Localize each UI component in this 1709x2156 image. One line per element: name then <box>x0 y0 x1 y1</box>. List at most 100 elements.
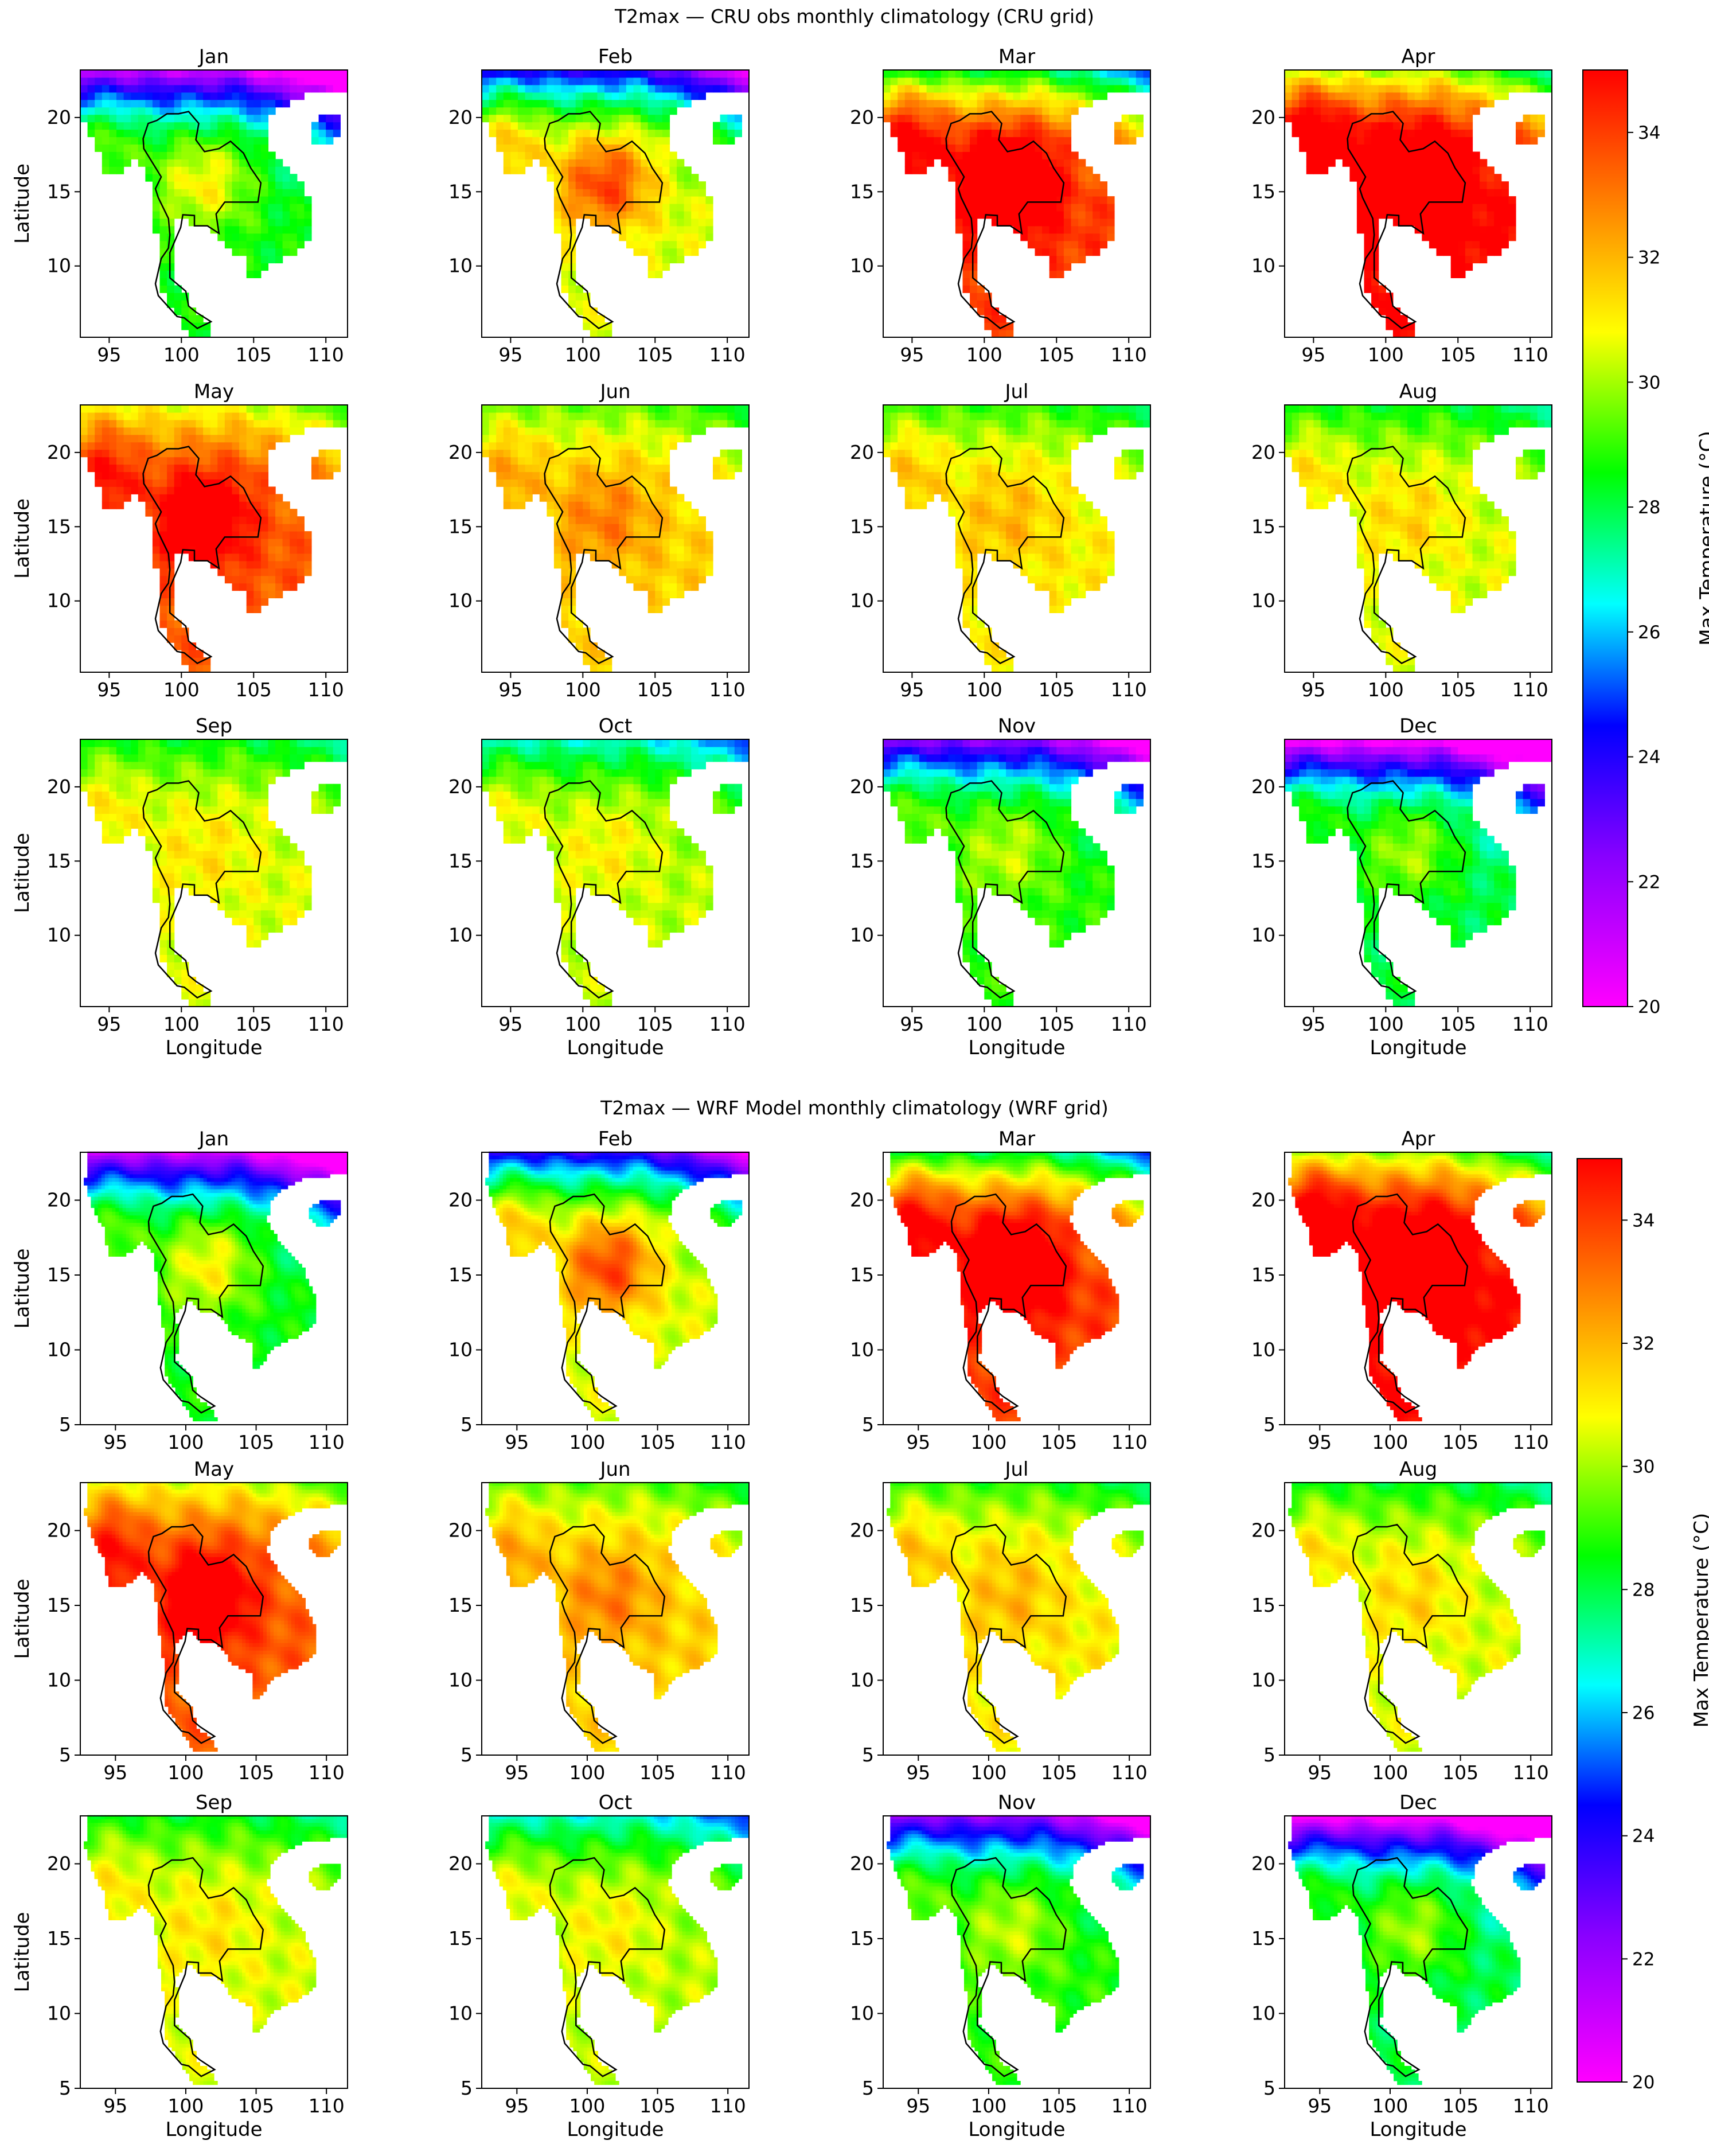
heat-cell <box>583 516 590 524</box>
heat-cell <box>670 494 677 502</box>
heat-cell <box>634 539 641 547</box>
heat-cell <box>612 465 619 473</box>
heat-cell <box>174 531 182 539</box>
heat-cell <box>662 412 670 420</box>
heat-cell <box>326 70 333 78</box>
heat-cell <box>576 189 583 197</box>
heat-cell <box>699 561 706 569</box>
heat-cell <box>167 539 174 547</box>
heat-cell <box>1501 77 1509 85</box>
heat-cell <box>955 553 963 562</box>
heat-cell <box>95 472 102 480</box>
heat-cell <box>1480 92 1487 100</box>
heat-cell <box>326 420 333 428</box>
heat-cell <box>955 457 963 465</box>
heat-cell <box>489 92 497 100</box>
heat-cell <box>1122 465 1129 473</box>
heat-cell <box>677 174 684 182</box>
heat-cell <box>253 427 261 435</box>
x-tick-label: 110 <box>308 679 344 701</box>
heat-cell <box>1328 159 1336 167</box>
heat-cell <box>1086 166 1093 174</box>
heat-cell <box>1013 450 1021 458</box>
heat-cell <box>883 115 891 123</box>
heat-cell <box>319 457 326 465</box>
heat-cell <box>598 546 605 554</box>
heat-cell <box>247 509 254 517</box>
heat-cell <box>561 516 569 524</box>
heat-cell <box>1407 174 1415 182</box>
heat-cell <box>905 70 912 78</box>
heat-cell <box>1379 204 1386 212</box>
heat-cell <box>504 130 511 138</box>
heat-cell <box>239 576 247 584</box>
heat-cell <box>232 241 240 249</box>
heat-cell <box>1100 546 1107 554</box>
heat-cell <box>970 85 977 93</box>
heat-cell <box>540 122 547 130</box>
heat-cell <box>727 465 735 473</box>
heat-cell <box>1035 100 1043 108</box>
heat-cell <box>655 115 662 123</box>
heat-cell <box>1538 85 1545 93</box>
heat-cell <box>1071 256 1079 264</box>
heat-cell <box>561 85 569 93</box>
heat-cell <box>583 122 590 130</box>
heat-cell <box>1042 427 1049 435</box>
heat-cell <box>898 457 905 465</box>
heat-cell <box>634 576 641 584</box>
heat-cell <box>999 494 1006 502</box>
heat-cell <box>253 151 261 159</box>
heat-cell <box>684 427 692 435</box>
heat-cell <box>210 516 218 524</box>
heat-cell <box>1379 144 1386 152</box>
heat-cell <box>590 420 598 428</box>
heat-cell <box>1107 405 1114 413</box>
heat-cell <box>1028 181 1035 189</box>
heat-cell <box>504 472 511 480</box>
heat-cell <box>1092 189 1100 197</box>
heat-cell <box>1006 405 1013 413</box>
heat-cell <box>927 442 934 450</box>
heat-cell <box>912 85 919 93</box>
heat-cell <box>1371 77 1379 85</box>
heat-cell <box>1494 204 1501 212</box>
heat-cell <box>963 494 970 502</box>
heat-cell <box>1092 553 1100 562</box>
heat-cell <box>1292 457 1300 465</box>
heat-cell <box>540 92 547 100</box>
heat-cell <box>984 181 992 189</box>
heat-cell <box>1071 561 1079 569</box>
heat-cell <box>612 115 619 123</box>
heat-cell <box>247 591 254 599</box>
heat-cell <box>1393 465 1400 473</box>
heat-cell <box>1473 248 1480 256</box>
heat-cell <box>203 219 210 227</box>
heat-cell <box>662 92 670 100</box>
heat-cell <box>662 501 670 509</box>
heat-cell <box>1443 174 1451 182</box>
heat-cell <box>247 568 254 576</box>
heat-cell <box>496 70 504 78</box>
heat-cell <box>174 204 182 212</box>
heat-cell <box>919 442 927 450</box>
heat-cell <box>999 531 1006 539</box>
heat-cell <box>1422 100 1429 108</box>
heat-cell <box>927 494 934 502</box>
heat-cell <box>203 211 210 219</box>
heat-cell <box>641 420 648 428</box>
heat-cell <box>203 166 210 174</box>
heat-cell <box>1407 166 1415 174</box>
heat-cell <box>905 85 912 93</box>
heat-cell <box>1092 546 1100 554</box>
heat-cell <box>247 472 254 480</box>
heat-cell <box>955 130 963 138</box>
heat-cell <box>304 204 311 212</box>
heat-cell <box>153 442 160 450</box>
heat-cell <box>634 516 641 524</box>
heat-cell <box>999 553 1006 562</box>
heat-cell <box>590 405 598 413</box>
heat-cell <box>1415 107 1422 115</box>
heat-cell <box>691 516 699 524</box>
heat-cell <box>963 568 970 576</box>
